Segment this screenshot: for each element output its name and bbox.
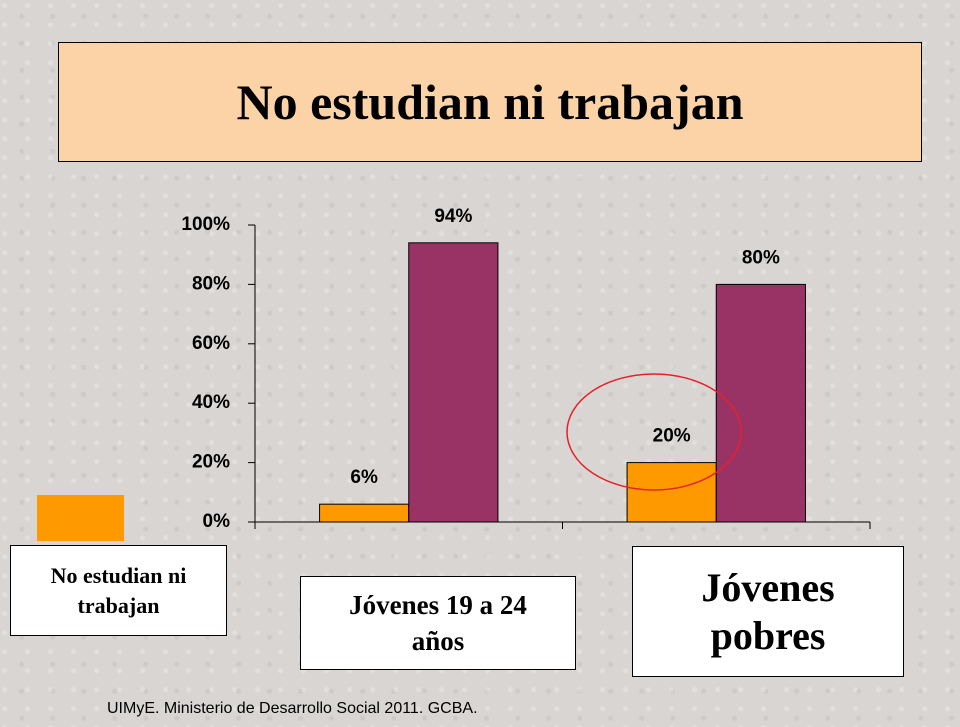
legend-label: No estudian ni trabajan [10,545,227,636]
source-note: UIMyE. Ministerio de Desarrollo Social 2… [107,700,478,717]
bar [319,503,410,523]
y-tick-label: 20% [192,452,230,473]
y-tick-label: 0% [203,511,231,532]
bar [408,242,499,523]
y-tick-label: 40% [192,392,230,413]
bar [715,283,806,523]
y-tick-label: 60% [192,333,230,354]
bar [626,462,717,523]
data-label: 80% [742,247,780,268]
chart-title: No estudian ni trabajan [58,42,922,162]
highlight-ellipse [566,373,742,491]
data-label: 20% [653,426,691,447]
data-label: 6% [350,467,378,488]
x-tick-label: Jóvenes 19 a 24 años [300,576,576,670]
legend-swatch [37,495,124,541]
x-tick-label: Jóvenes pobres [632,546,904,677]
data-label: 94% [434,206,472,227]
y-tick-label: 100% [181,214,230,235]
y-tick-label: 80% [192,273,230,294]
